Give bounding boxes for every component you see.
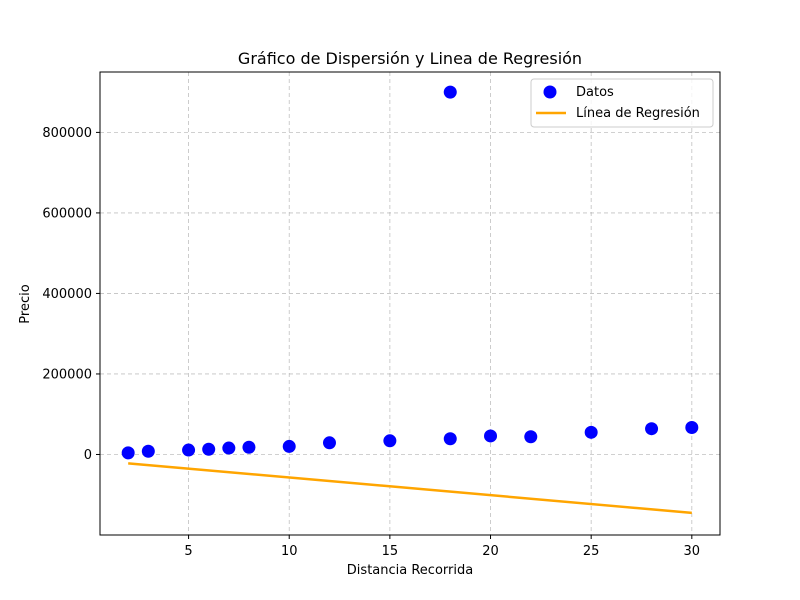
data-point bbox=[322, 436, 336, 450]
x-tick-label: 10 bbox=[281, 544, 298, 559]
data-point bbox=[242, 440, 256, 454]
legend-marker-datos bbox=[543, 85, 557, 99]
plot-frame bbox=[99, 71, 721, 536]
x-tick-label: 25 bbox=[583, 544, 600, 559]
y-tick-label: 600000 bbox=[42, 206, 92, 221]
y-tick-label: 0 bbox=[84, 448, 92, 463]
data-point bbox=[584, 425, 598, 439]
data-point bbox=[383, 434, 397, 448]
data-series bbox=[121, 85, 699, 515]
data-point bbox=[141, 444, 155, 458]
y-axis-label: Precio bbox=[18, 284, 33, 323]
y-tick-label: 800000 bbox=[42, 126, 92, 141]
x-tick-label: 5 bbox=[184, 544, 192, 559]
grid bbox=[100, 72, 720, 535]
x-tick-label: 20 bbox=[482, 544, 499, 559]
data-point bbox=[182, 443, 196, 457]
y-tick-label: 400000 bbox=[42, 287, 92, 302]
x-tick-label: 30 bbox=[684, 544, 701, 559]
data-point bbox=[524, 430, 538, 444]
legend-box bbox=[530, 78, 714, 128]
data-point bbox=[222, 441, 236, 455]
data-point bbox=[121, 446, 135, 460]
data-point bbox=[443, 432, 457, 446]
regression-line bbox=[128, 462, 692, 515]
legend-label-datos: Datos bbox=[576, 85, 614, 100]
axis-ticks: 5 10 15 20 25 30 0 200000 400000 600000 800000 bbox=[42, 126, 700, 559]
data-point bbox=[685, 421, 699, 435]
data-point bbox=[443, 85, 457, 99]
x-axis-label: Distancia Recorrida bbox=[347, 563, 473, 578]
legend: Datos Línea de Regresión bbox=[530, 78, 714, 128]
legend-label-regression: Línea de Regresión bbox=[576, 106, 700, 121]
chart-title: Gráfico de Dispersión y Linea de Regresi… bbox=[238, 49, 582, 68]
data-point bbox=[484, 429, 498, 443]
y-tick-label: 200000 bbox=[42, 367, 92, 382]
x-tick-label: 15 bbox=[382, 544, 399, 559]
data-point bbox=[282, 439, 296, 453]
data-point bbox=[645, 422, 659, 436]
data-point bbox=[202, 442, 216, 456]
